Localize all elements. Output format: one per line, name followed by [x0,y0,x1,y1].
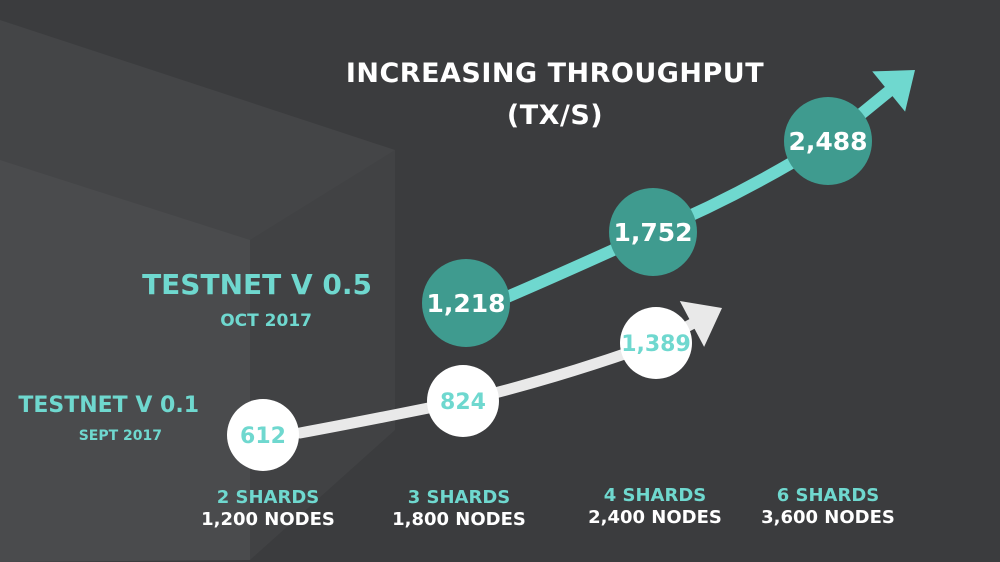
data-point-circle [427,365,499,437]
data-point-circle [620,307,692,379]
chart-title: INCREASING THROUGHPUT [345,58,765,89]
series-label-testnet-v05: TESTNET V 0.5 [142,268,372,301]
data-point: 1,389 [620,307,692,379]
category-label: 6 SHARDS 3,600 NODES [728,485,928,529]
series-label-testnet-v01: TESTNET V 0.1 [18,393,199,418]
category-label: 4 SHARDS 2,400 NODES [555,485,755,529]
data-point-circle [609,188,697,276]
data-point: 824 [427,365,499,437]
category-nodes: 2,400 NODES [588,507,722,528]
arrow-head [679,301,722,347]
category-shards: 2 SHARDS [216,487,320,508]
arrow-head [872,70,915,112]
category-nodes: 1,800 NODES [392,509,526,530]
category-shards: 6 SHARDS [776,485,880,506]
category-shards: 4 SHARDS [603,485,707,506]
data-point-circle [784,97,872,185]
category-nodes: 1,200 NODES [201,509,335,530]
data-label: 612 [240,424,286,449]
data-point: 2,488 [784,97,872,185]
data-label: 1,218 [426,289,505,318]
series-date-testnet-v01: SEPT 2017 [78,428,162,444]
category-label: 2 SHARDS 1,200 NODES [168,487,368,531]
data-point: 1,752 [609,188,697,276]
category-label: 3 SHARDS 1,800 NODES [359,487,559,531]
chart-subtitle: (TX/S) [506,100,604,131]
data-point-circle [422,259,510,347]
data-points: 612 824 1,389 1,218 1,752 2,488 [227,97,872,471]
data-point: 1,218 [422,259,510,347]
series-date-testnet-v05: OCT 2017 [220,311,312,331]
data-label: 1,752 [613,218,692,247]
category-shards: 3 SHARDS [407,487,511,508]
data-label: 2,488 [788,127,867,156]
category-nodes: 3,600 NODES [761,507,895,528]
data-label: 824 [440,390,486,415]
data-point-circle [227,399,299,471]
data-label: 1,389 [621,332,691,357]
data-point: 612 [227,399,299,471]
